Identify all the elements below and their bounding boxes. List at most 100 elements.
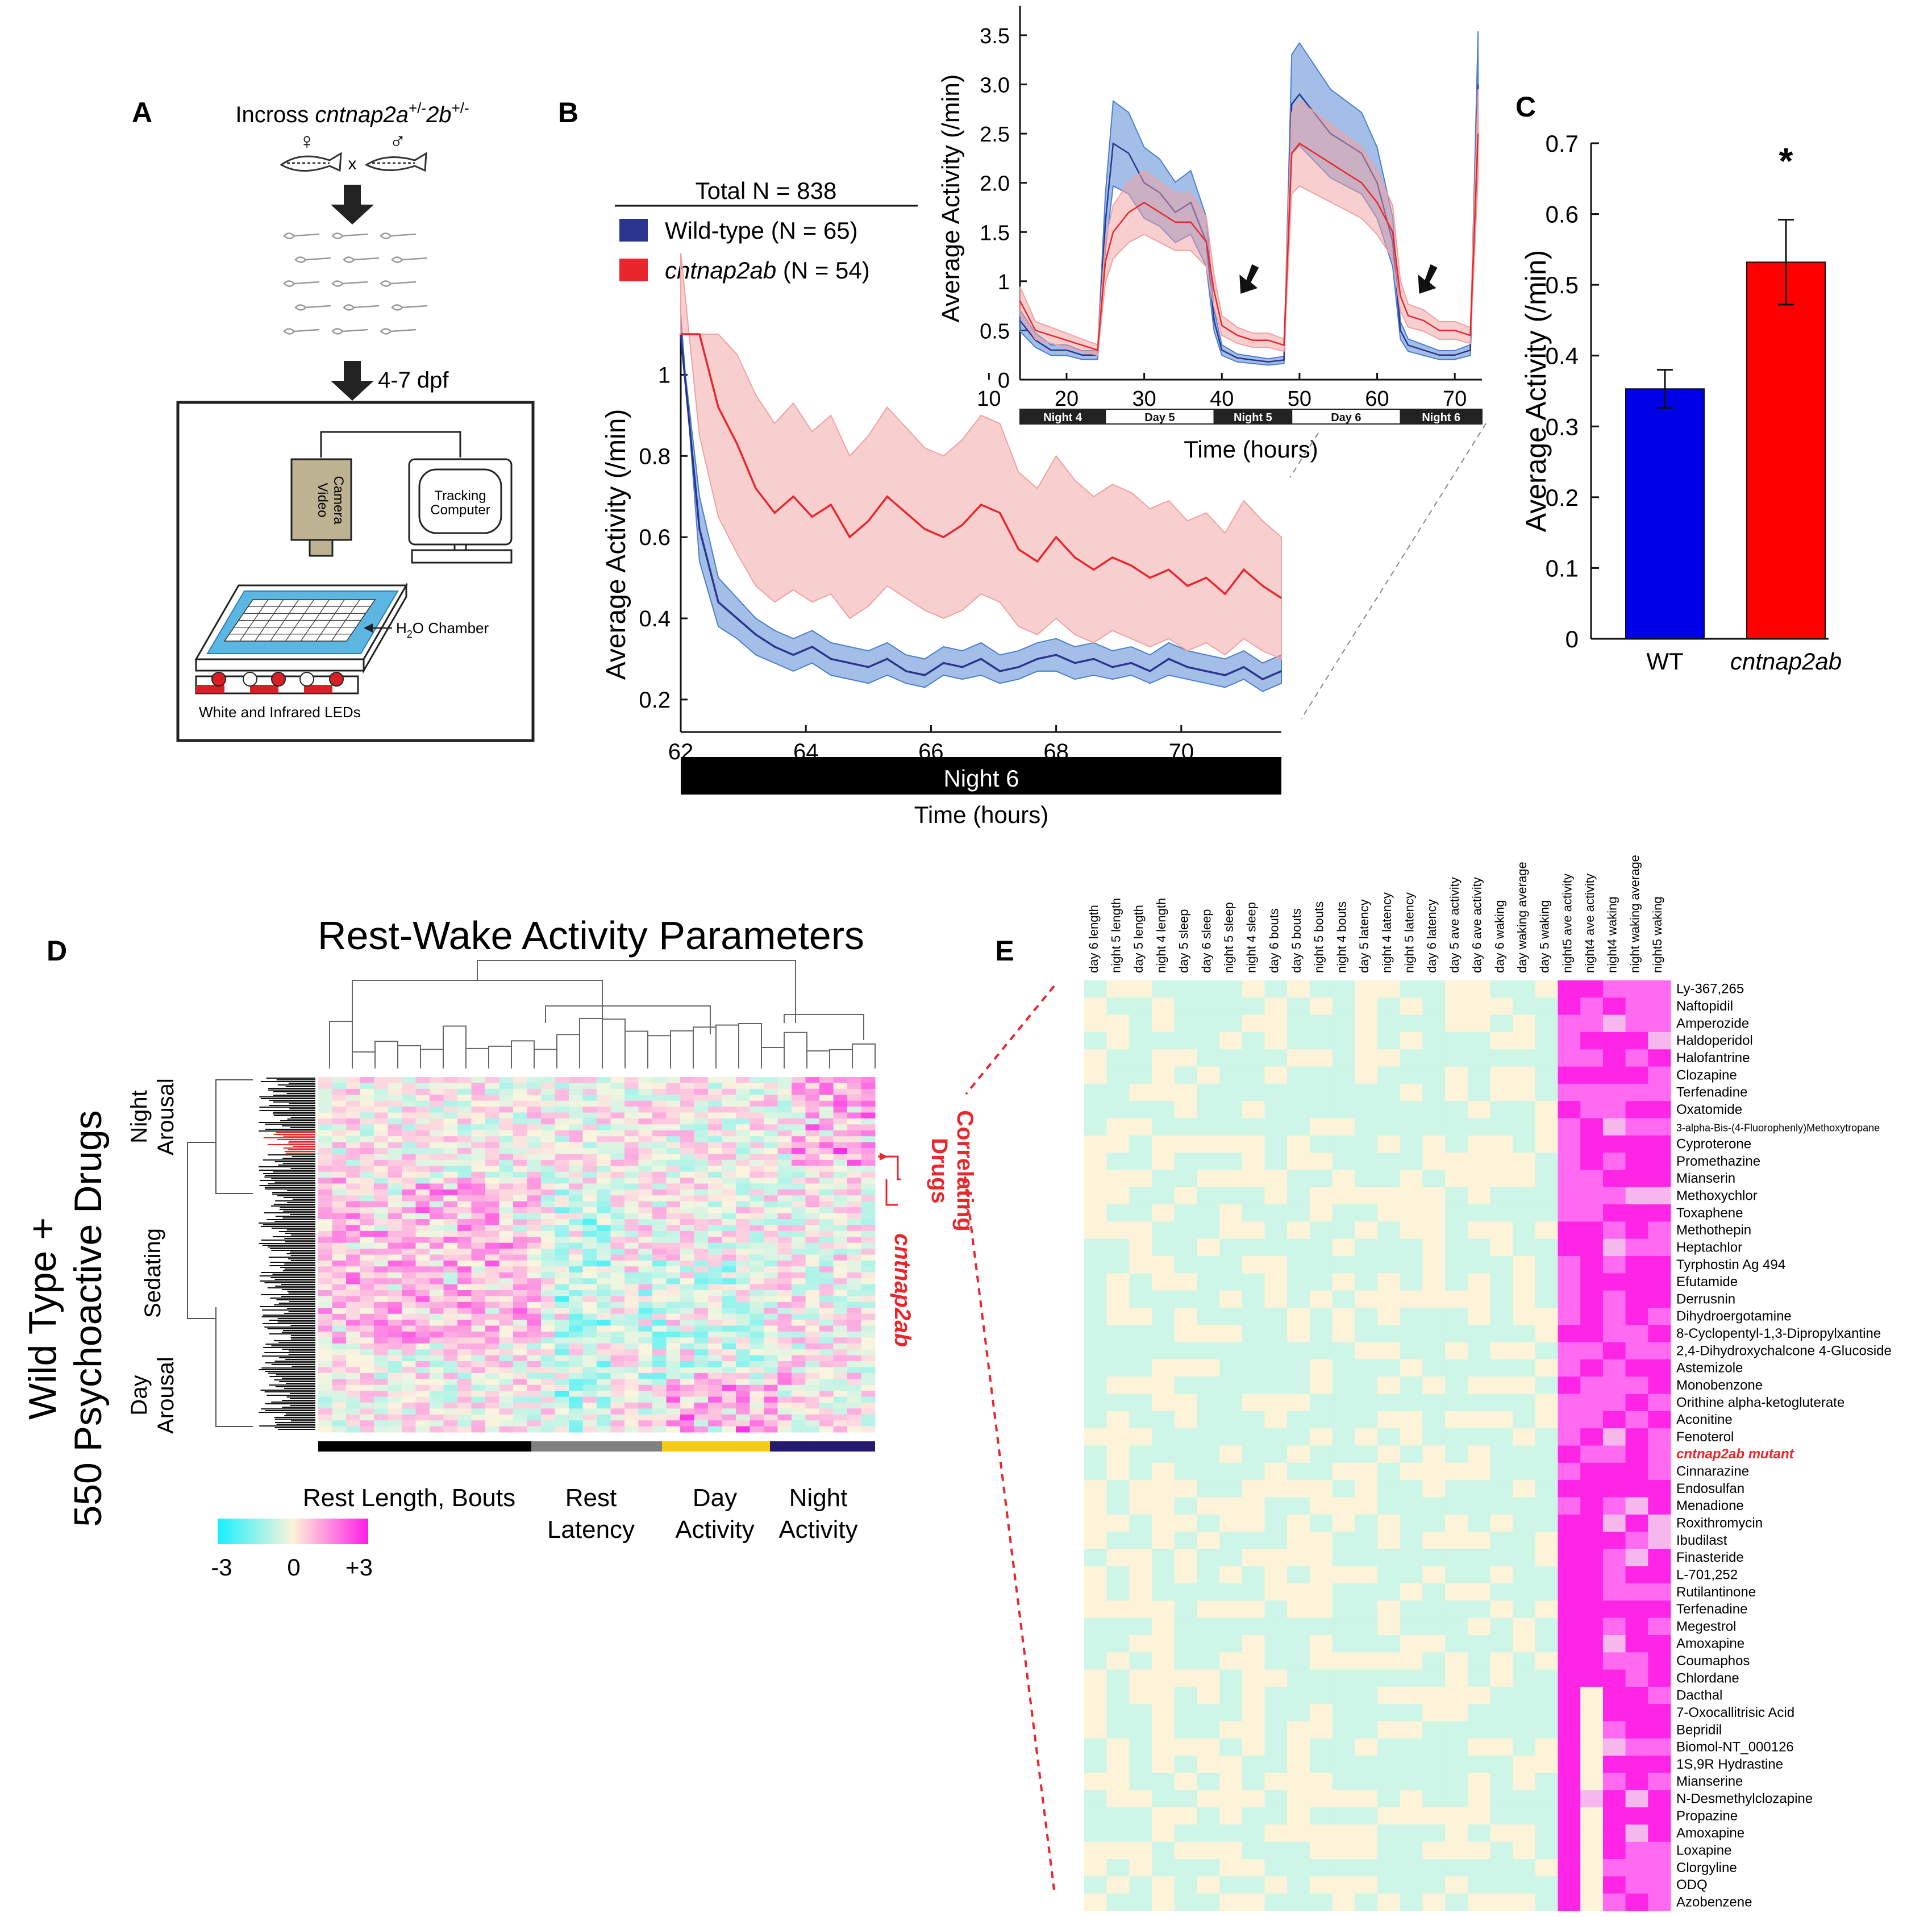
heatmap-cell [847,1077,861,1083]
heatmap-e-cell [1264,1325,1288,1342]
heatmap-cell [750,1242,764,1249]
heatmap-e-cell [1445,1187,1468,1205]
heatmap-e-cell [1467,1583,1490,1601]
heatmap-cell [415,1272,430,1279]
heatmap-e-cell [1355,1273,1378,1291]
heatmap-e-cell [1174,997,1197,1015]
heatmap-cell [332,1154,347,1161]
heatmap-cell [527,1207,542,1214]
heatmap-cell [332,1148,347,1154]
heatmap-e-cell [1558,1066,1581,1084]
heatmap-cell [861,1130,876,1137]
heatmap-cell [597,1195,611,1202]
heatmap-cell [777,1290,792,1296]
heatmap-e-cell [1513,1824,1536,1843]
heatmap-e-cell [1242,1135,1265,1153]
heatmap-cell [471,1148,486,1154]
heatmap-cell [847,1278,861,1285]
heatmap-cell [402,1272,416,1279]
heatmap-e-cell [1490,1014,1513,1033]
heatmap-cell [332,1100,347,1107]
heatmap-cell [638,1077,653,1083]
heatmap-cell [764,1118,778,1125]
heatmap-cell [792,1361,806,1367]
heatmap-e-cell [1625,1238,1648,1257]
heatmap-cell [402,1373,416,1379]
heatmap-cell [652,1112,667,1119]
heatmap-cell [666,1183,681,1190]
heatmap-e-cell [1648,1256,1671,1274]
heatmap-e-cell [1174,1014,1197,1033]
heatmap-cell [666,1189,681,1196]
heatmap-e-cell [1377,1617,1401,1636]
heatmap-e-row-label: Astemizole [1676,1361,1743,1376]
heatmap-e-cell [1467,1153,1490,1170]
heatmap-cell [861,1171,876,1178]
heatmap-e-cell [1129,1686,1152,1704]
heatmap-cell [819,1402,834,1409]
heatmap-cell [402,1384,416,1391]
heatmap-cell [792,1414,806,1421]
heatmap-cell [624,1166,639,1172]
heatmap-cell [819,1320,834,1326]
heatmap-cell [777,1343,792,1350]
heatmap-cell [485,1301,499,1308]
heatmap-e-cell [1625,1566,1648,1584]
heatmap-cell [555,1159,569,1166]
heatmap-e-cell [1106,1756,1130,1773]
heatmap-e-cell [1445,1859,1468,1877]
heatmap-e-cell [1490,1876,1513,1894]
heatmap-e-cell [1422,1549,1446,1567]
heatmap-e-row-label: Monobenzone [1676,1378,1763,1393]
heatmap-cell [541,1331,555,1338]
heatmap-e-cell [1197,997,1220,1015]
heatmap-e-cell [1174,1445,1197,1463]
heatmap-cell [332,1343,347,1350]
heatmap-cell [597,1349,611,1356]
heatmap-cell [555,1207,569,1214]
heatmap-e-cell [1400,1273,1423,1291]
heatmap-cell [415,1331,430,1338]
heatmap-cell [513,1166,527,1172]
heatmap-cell [527,1343,542,1350]
heatmap-e-cell [1152,1014,1175,1033]
heatmap-e-cell [1152,1342,1175,1360]
heatmap-e-cell [1513,1617,1536,1636]
heatmap-cell [777,1361,792,1367]
heatmap-e-cell [1197,1221,1220,1240]
heatmap-cell [819,1426,834,1433]
heatmap-cell [750,1284,764,1291]
heatmap-cell [750,1254,764,1261]
heatmap-cell [374,1266,388,1273]
heatmap-cell [736,1095,750,1101]
heatmap-cell [680,1396,694,1403]
heatmap-cell [360,1414,374,1421]
heatmap-e-cell [1400,1032,1423,1050]
heatmap-cell [638,1420,653,1427]
heatmap-cell [819,1166,834,1172]
heatmap-cell [388,1213,402,1220]
heatmap-e-cell [1309,1876,1333,1894]
heatmap-cell [777,1379,792,1386]
heatmap-e-cell [1084,1738,1107,1756]
heatmap-e-cell [1219,1445,1243,1463]
heatmap-cell [555,1391,569,1397]
heatmap-cell [374,1272,388,1279]
heatmap-cell [541,1367,555,1374]
heatmap-e-cell [1129,1583,1152,1601]
heatmap-cell [638,1249,653,1255]
heatmap-e-cell [1242,1049,1265,1067]
heatmap-cell [652,1230,667,1237]
heatmap-cell [527,1402,542,1409]
heatmap-e-cell [1535,1049,1558,1067]
heatmap-cell [847,1337,861,1344]
heatmap-cell [638,1391,653,1397]
heatmap-cell [360,1320,374,1326]
heatmap-cell [499,1118,514,1125]
heatmap-cell [805,1154,820,1161]
heatmap-cell [430,1201,444,1208]
heatmap-cell [638,1367,653,1374]
heatmap-cell [819,1171,834,1178]
heatmap-cell [638,1201,653,1208]
heatmap-cell [443,1337,458,1344]
